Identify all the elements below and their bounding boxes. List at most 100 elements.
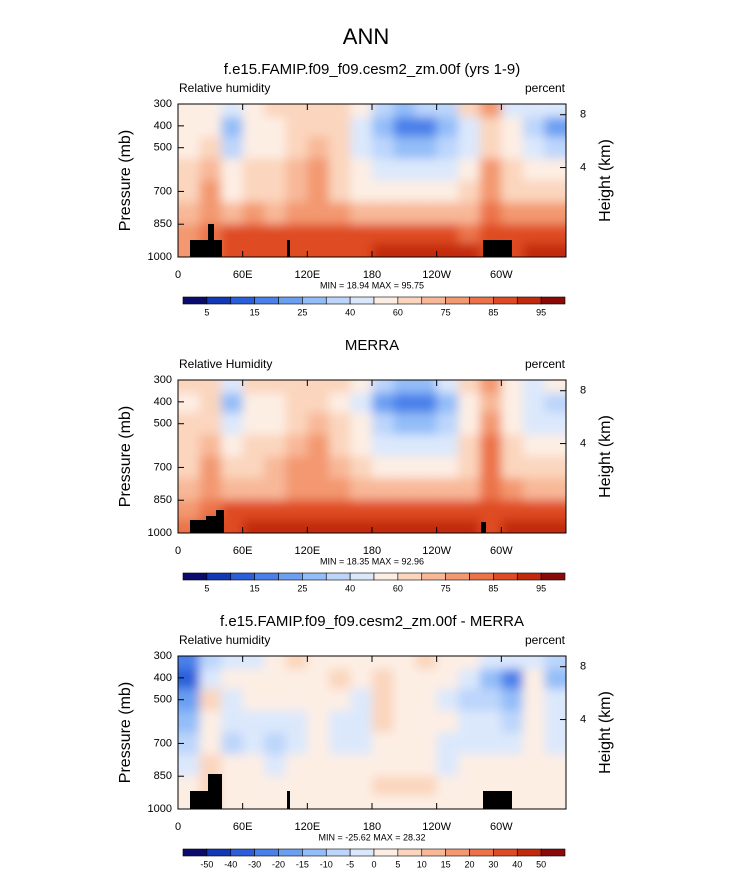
field-cell: [458, 393, 481, 414]
field-cell: [285, 795, 308, 809]
field-cell: [350, 478, 373, 501]
y-tick-label: 300: [154, 374, 172, 386]
left-label: Relative humidity: [179, 81, 270, 95]
field-cell: [242, 500, 265, 520]
field-cell: [436, 104, 459, 118]
field-cell: [178, 412, 201, 436]
field-cell: [544, 224, 566, 244]
field-cell: [178, 656, 201, 670]
field-cell: [350, 412, 373, 436]
field-cell: [522, 456, 545, 479]
y2-axis-title: Height (km): [597, 139, 614, 222]
field-cell: [544, 412, 566, 436]
field-cell: [199, 656, 222, 670]
field-cell: [199, 434, 222, 457]
field-cell: [544, 456, 566, 479]
field-cell: [415, 732, 438, 755]
field-cell: [307, 158, 330, 181]
field-cell: [501, 656, 524, 670]
terrain-block: [483, 240, 512, 257]
field-cell: [178, 478, 201, 501]
colorbar-box: [278, 572, 303, 581]
field-cell: [393, 669, 416, 690]
field-cell: [285, 456, 308, 479]
y2-tick-label: 8: [580, 661, 586, 673]
field-cell: [393, 104, 416, 118]
terrain-block: [483, 791, 512, 809]
colorbar-box: [325, 296, 351, 305]
field-cell: [242, 669, 265, 690]
field-cell: [415, 456, 438, 479]
field-cell: [221, 224, 244, 244]
colorbar-label: 75: [441, 583, 451, 593]
colorbar-label: -10: [320, 859, 333, 869]
field-cell: [544, 478, 566, 501]
colorbar-box: [469, 296, 494, 305]
field-cell: [458, 412, 481, 436]
field-cell: [242, 104, 265, 118]
field-cell: [264, 500, 287, 520]
field-cell: [264, 710, 287, 733]
field-cell: [328, 224, 351, 244]
colorbar-box: [254, 572, 279, 581]
field-cell: [242, 456, 265, 479]
field-cell: [242, 136, 265, 160]
field-cell: [307, 688, 330, 712]
field-cell: [479, 669, 502, 690]
field-cell: [350, 243, 373, 257]
field-cell: [372, 688, 395, 712]
field-cell: [307, 500, 330, 520]
field-cell: [328, 412, 351, 436]
field-cell: [415, 158, 438, 181]
field-cell: [350, 104, 373, 118]
field-cell: [436, 434, 459, 457]
colorbar-label: 50: [536, 859, 546, 869]
colorbar-label: -5: [346, 859, 354, 869]
field-cell: [328, 243, 351, 257]
y-tick-label: 1000: [148, 251, 172, 263]
field-cell: [544, 180, 566, 203]
field-cell: [458, 656, 481, 670]
field-cell: [264, 380, 287, 394]
field-cell: [372, 795, 395, 809]
colorbar-label: 40: [345, 583, 355, 593]
field-cell: [264, 732, 287, 755]
colorbar-box: [469, 848, 494, 857]
colorbar-label: 0: [371, 859, 376, 869]
field-cell: [393, 380, 416, 394]
field-cell: [393, 412, 416, 436]
field-cell: [350, 393, 373, 414]
field-cell: [221, 688, 244, 712]
field-cell: [501, 710, 524, 733]
field-cell: [522, 243, 545, 257]
field-cell: [522, 519, 545, 533]
colorbar-label: 20: [464, 859, 474, 869]
field-cell: [501, 669, 524, 690]
y-tick-label: 700: [154, 461, 172, 473]
field-cell: [501, 224, 524, 244]
field-cell: [458, 688, 481, 712]
field-cell: [372, 158, 395, 181]
field-cell: [350, 500, 373, 520]
field-cell: [415, 500, 438, 520]
field-cell: [350, 688, 373, 712]
field-cell: [544, 795, 566, 809]
field-cell: [393, 776, 416, 796]
field-cell: [479, 224, 502, 244]
colorbar-box: [493, 572, 518, 581]
field-cell: [285, 380, 308, 394]
y-tick-label: 500: [154, 142, 172, 154]
field-cell: [458, 158, 481, 181]
colorbar-box: [421, 848, 446, 857]
field-cell: [285, 478, 308, 501]
y2-tick-label: 4: [580, 161, 586, 173]
terrain-block: [208, 224, 214, 257]
field-cell: [479, 380, 502, 394]
field-cell: [501, 478, 524, 501]
field-cell: [264, 412, 287, 436]
x-tick-label: 60W: [490, 545, 513, 557]
field-cell: [522, 732, 545, 755]
x-tick-label: 60E: [233, 821, 253, 833]
colorbar-box: [397, 296, 423, 305]
